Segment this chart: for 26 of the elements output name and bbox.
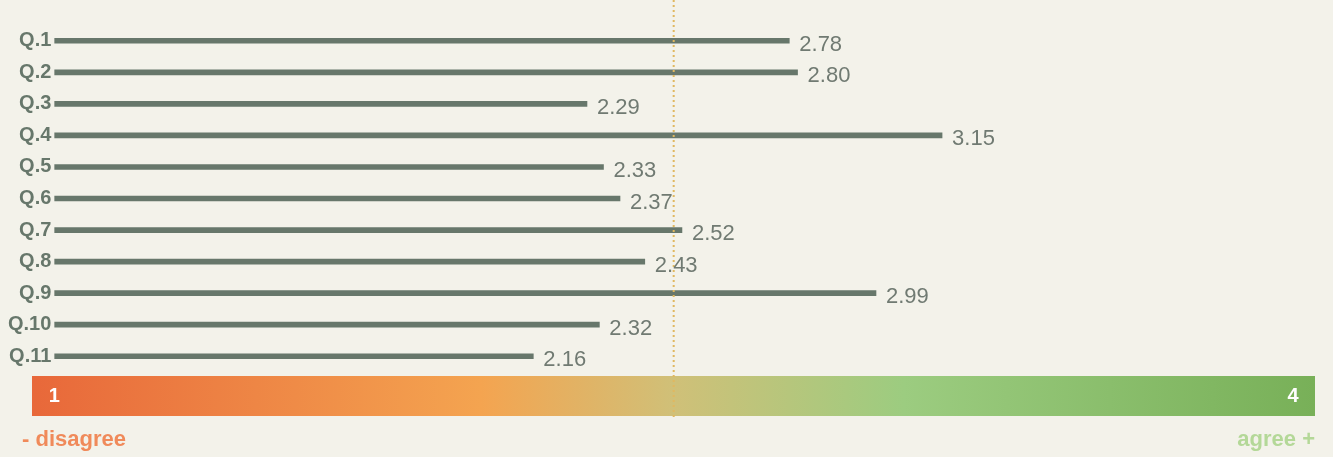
- y-tick-label: Q.4: [19, 122, 53, 145]
- y-tick-label: Q.10: [8, 312, 52, 335]
- data-label: 2.80: [807, 62, 851, 88]
- data-label: 2.29: [596, 93, 640, 119]
- data-label: 2.78: [799, 30, 843, 56]
- data-label: 2.99: [885, 283, 929, 309]
- y-tick-label: Q.1: [19, 28, 52, 51]
- data-label: 2.33: [613, 157, 657, 183]
- y-tick-label: Q.3: [19, 91, 52, 114]
- y-tick-label: Q.11: [9, 343, 52, 366]
- x-tick-label: 4: [1287, 383, 1300, 406]
- y-tick-label: Q.2: [19, 59, 52, 82]
- y-tick-label: Q.8: [19, 249, 52, 272]
- y-tick-label: Q.6: [19, 186, 52, 209]
- data-label: 2.32: [609, 314, 653, 340]
- data-label: 3.15: [952, 125, 995, 151]
- x-tick-label: 1: [48, 383, 60, 406]
- data-label: 2.37: [630, 188, 673, 214]
- y-tick-label: Q.7: [19, 217, 52, 240]
- data-label: 2.43: [654, 251, 698, 277]
- y-tick-label: Q.9: [19, 280, 52, 303]
- text: agree +: [1237, 426, 1315, 452]
- data-label: 2.16: [543, 346, 587, 372]
- text: - disagree: [22, 426, 126, 452]
- data-label: 2.52: [691, 220, 735, 246]
- y-tick-label: Q.5: [19, 154, 52, 177]
